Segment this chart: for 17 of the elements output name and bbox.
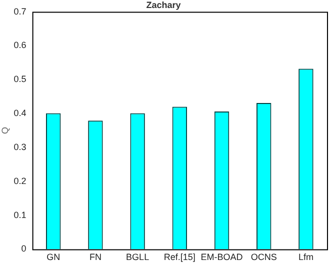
x-tick-label: OCNS <box>250 252 277 262</box>
y-tick-label: 0.1 <box>14 210 26 220</box>
y-tick-label: 0.7 <box>14 6 26 16</box>
chart-title: Zachary <box>146 0 181 10</box>
x-tick-label: BGLL <box>126 252 150 262</box>
x-tick-label: Ref.[15] <box>164 252 196 262</box>
x-tick-label: FN <box>89 252 102 262</box>
x-tick-label: Lfm <box>298 252 314 262</box>
y-tick-label: 0.5 <box>14 74 26 84</box>
y-tick-label: 0.3 <box>14 142 26 152</box>
y-tick-label: 0.4 <box>14 108 26 118</box>
y-tick-label: 0.6 <box>14 40 26 50</box>
x-tick-label: GN <box>46 252 60 262</box>
y-tick-label: 0.2 <box>14 176 26 186</box>
y-axis-title: Q <box>0 126 10 134</box>
y-tick-label: 0 <box>21 244 26 254</box>
x-tick-label: EM-BOAD <box>200 252 244 262</box>
